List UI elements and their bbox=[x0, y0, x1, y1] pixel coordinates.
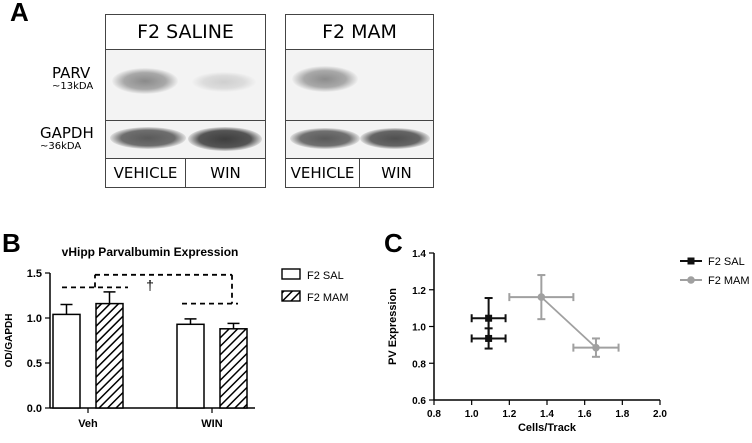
panel-label-c: C bbox=[384, 228, 403, 258]
lane-vehicle: VEHICLE bbox=[290, 164, 355, 182]
y-tick-label: 0.0 bbox=[27, 403, 42, 415]
bar bbox=[95, 302, 124, 409]
y-tick-label: 1.4 bbox=[412, 249, 426, 260]
x-tick-label: 2.0 bbox=[653, 409, 667, 420]
chart-title: vHipp Parvalbumin Expression bbox=[62, 245, 239, 259]
legend-label: F2 SAL bbox=[307, 270, 344, 282]
y-tick-label: 1.5 bbox=[27, 268, 42, 280]
y-tick-label: 0.8 bbox=[412, 359, 426, 370]
y-tick-label: 0.5 bbox=[27, 358, 42, 370]
gapdh-name: GAPDH bbox=[40, 124, 94, 142]
significance-mark: † bbox=[146, 277, 154, 293]
blot-f2-saline: F2 SALINE VEHICLE WIN bbox=[105, 14, 266, 188]
x-tick-label: 1.2 bbox=[502, 409, 516, 420]
series-line bbox=[540, 296, 597, 349]
lane-labels: VEHICLE WIN bbox=[286, 159, 433, 187]
lane-win: WIN bbox=[359, 159, 433, 187]
y-tick-label: 1.0 bbox=[27, 313, 42, 325]
bar-chart: vHipp Parvalbumin Expression 0.0 0.5 1.0 1.5… bbox=[4, 245, 349, 430]
parv-name: PARV bbox=[52, 64, 91, 82]
panel-label-b: B bbox=[2, 228, 21, 258]
y-axis-label: OD/GAPDH bbox=[4, 314, 15, 368]
gapdh-band-vehicle bbox=[110, 127, 186, 149]
x-tick-label: 1.4 bbox=[540, 409, 554, 420]
gapdh-band-win bbox=[360, 128, 430, 149]
y-axis-label: PV Expression bbox=[387, 288, 399, 365]
bar bbox=[219, 328, 248, 409]
x-tick-label: 1.8 bbox=[615, 409, 629, 420]
panel-label-a: A bbox=[10, 0, 29, 27]
legend-label: F2 SAL bbox=[708, 256, 745, 268]
legend-label: F2 MAM bbox=[708, 275, 750, 287]
legend-label: F2 MAM bbox=[307, 292, 349, 304]
y-tick-label: 1.2 bbox=[412, 286, 426, 297]
blot-f2-mam: F2 MAM VEHICLE WIN bbox=[285, 14, 434, 188]
parv-size: ~13kDA bbox=[52, 81, 94, 92]
data-point bbox=[592, 343, 600, 352]
data-point bbox=[537, 293, 546, 301]
x-tick-label: 1.0 bbox=[465, 409, 479, 420]
legend-marker bbox=[687, 257, 695, 265]
x-tick-label: WIN bbox=[201, 418, 222, 430]
gapdh-strip bbox=[106, 121, 265, 159]
lane-labels: VEHICLE WIN bbox=[106, 159, 265, 187]
gapdh-band-vehicle bbox=[290, 128, 360, 149]
gapdh-band-win bbox=[188, 127, 262, 151]
gapdh-strip bbox=[286, 121, 433, 159]
bar bbox=[52, 313, 81, 409]
y-tick-label: 0.6 bbox=[412, 396, 426, 407]
lane-win: WIN bbox=[185, 159, 265, 187]
parv-band-vehicle bbox=[292, 66, 358, 92]
x-axis-label: Cells/Track bbox=[518, 422, 577, 434]
lane-vehicle: VEHICLE bbox=[113, 164, 178, 182]
gapdh-row-label: GAPDH ~36kDA bbox=[40, 124, 94, 152]
blot-title: F2 SALINE bbox=[106, 15, 265, 50]
scatter-chart: 0.60.81.01.21.40.8 1.0 1.2 1.4 1.6 1.8 2.0Cell… bbox=[387, 249, 750, 434]
parv-band-vehicle bbox=[112, 68, 178, 94]
parv-strip bbox=[106, 50, 265, 121]
x-tick-label: 0.8 bbox=[427, 409, 441, 420]
legend-swatch bbox=[281, 268, 301, 280]
blot-title: F2 MAM bbox=[286, 15, 433, 50]
parv-row-label: PARV ~13kDA bbox=[52, 64, 93, 92]
gapdh-size: ~36kDA bbox=[40, 141, 82, 152]
x-tick-label: 1.6 bbox=[578, 409, 592, 420]
parv-band-win bbox=[192, 72, 256, 92]
x-tick-label: Veh bbox=[78, 418, 98, 430]
data-point bbox=[485, 314, 493, 322]
legend-swatch bbox=[281, 290, 301, 302]
legend-marker bbox=[687, 276, 695, 284]
y-tick-label: 1.0 bbox=[412, 323, 426, 334]
parv-strip bbox=[286, 50, 433, 121]
data-point bbox=[485, 334, 493, 342]
bar bbox=[176, 323, 205, 409]
